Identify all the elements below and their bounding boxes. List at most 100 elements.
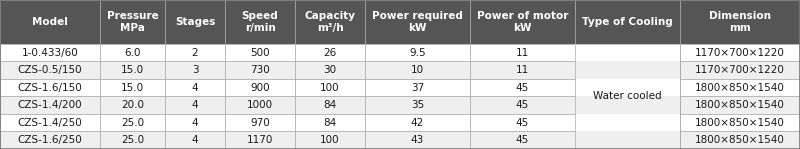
Bar (225, 114, 295, 131)
Text: 30: 30 (323, 65, 337, 75)
Text: Power of motor
kW: Power of motor kW (477, 11, 568, 33)
Text: 11: 11 (516, 48, 529, 58)
Text: 1170: 1170 (247, 135, 273, 145)
Bar (680, 62, 800, 79)
Text: 15.0: 15.0 (121, 65, 144, 75)
Bar (295, 44, 365, 62)
Text: 4: 4 (192, 135, 198, 145)
Bar (365, 44, 470, 62)
Bar (100, 0, 165, 44)
Bar (470, 0, 575, 44)
Bar (0, 132, 100, 149)
Text: 3: 3 (192, 65, 198, 75)
Text: 15.0: 15.0 (121, 83, 144, 93)
Bar (165, 79, 225, 97)
Text: 10: 10 (411, 65, 424, 75)
Bar (295, 0, 365, 44)
Text: 1800×850×1540: 1800×850×1540 (695, 135, 785, 145)
Bar (225, 62, 295, 79)
Text: Dimension
mm: Dimension mm (709, 11, 771, 33)
Bar (365, 114, 470, 131)
Text: Model: Model (32, 17, 68, 27)
Text: 1800×850×1540: 1800×850×1540 (695, 100, 785, 110)
Bar (470, 114, 575, 131)
Bar (575, 62, 680, 79)
Text: CZS-1.6/150: CZS-1.6/150 (18, 83, 82, 93)
Text: 45: 45 (516, 118, 529, 128)
Bar (365, 62, 470, 79)
Text: Water cooled: Water cooled (593, 91, 662, 101)
Bar (0, 62, 100, 79)
Text: CZS-1.4/200: CZS-1.4/200 (18, 100, 82, 110)
Text: 25.0: 25.0 (121, 118, 144, 128)
Text: 1800×850×1540: 1800×850×1540 (695, 118, 785, 128)
Text: 45: 45 (516, 100, 529, 110)
Bar (575, 0, 680, 44)
Text: Stages: Stages (175, 17, 215, 27)
Bar (100, 97, 165, 114)
Bar (0, 0, 100, 44)
Bar (225, 44, 295, 62)
Text: Speed
r/min: Speed r/min (242, 11, 278, 33)
Bar (295, 79, 365, 97)
Bar (100, 79, 165, 97)
Text: 9.5: 9.5 (409, 48, 426, 58)
Text: Type of Cooling: Type of Cooling (582, 17, 673, 27)
Bar (470, 132, 575, 149)
Bar (575, 132, 680, 149)
Bar (575, 79, 680, 97)
Bar (575, 97, 680, 114)
Bar (165, 44, 225, 62)
Text: 84: 84 (323, 100, 337, 110)
Bar (165, 0, 225, 44)
Bar (470, 97, 575, 114)
Text: 970: 970 (250, 118, 270, 128)
Bar (365, 0, 470, 44)
Bar (165, 97, 225, 114)
Bar (295, 97, 365, 114)
Text: 37: 37 (411, 83, 424, 93)
Bar (680, 0, 800, 44)
Text: CZS-1.6/250: CZS-1.6/250 (18, 135, 82, 145)
Text: 35: 35 (411, 100, 424, 110)
Bar (295, 132, 365, 149)
Bar (575, 79, 680, 97)
Text: 20.0: 20.0 (121, 100, 144, 110)
Bar (680, 79, 800, 97)
Bar (575, 44, 680, 62)
Bar (0, 114, 100, 131)
Bar (575, 132, 680, 149)
Bar (100, 62, 165, 79)
Bar (575, 44, 680, 62)
Bar (680, 97, 800, 114)
Text: 11: 11 (516, 65, 529, 75)
Text: 84: 84 (323, 118, 337, 128)
Text: CZS-1.4/250: CZS-1.4/250 (18, 118, 82, 128)
Text: 100: 100 (320, 83, 340, 93)
Text: 26: 26 (323, 48, 337, 58)
Text: Pressure
MPa: Pressure MPa (106, 11, 158, 33)
Text: 1000: 1000 (247, 100, 273, 110)
Bar (225, 79, 295, 97)
Text: 1170×700×1220: 1170×700×1220 (695, 48, 785, 58)
Bar (100, 132, 165, 149)
Bar (165, 132, 225, 149)
Text: 25.0: 25.0 (121, 135, 144, 145)
Text: 45: 45 (516, 135, 529, 145)
Bar (680, 132, 800, 149)
Bar (225, 0, 295, 44)
Text: 1170×700×1220: 1170×700×1220 (695, 65, 785, 75)
Text: 6.0: 6.0 (124, 48, 141, 58)
Text: 730: 730 (250, 65, 270, 75)
Bar (0, 97, 100, 114)
Text: 900: 900 (250, 83, 270, 93)
Text: 4: 4 (192, 118, 198, 128)
Bar (575, 97, 680, 114)
Bar (470, 62, 575, 79)
Bar (680, 44, 800, 62)
Text: 2: 2 (192, 48, 198, 58)
Bar (295, 114, 365, 131)
Bar (165, 114, 225, 131)
Bar (295, 62, 365, 79)
Text: 4: 4 (192, 83, 198, 93)
